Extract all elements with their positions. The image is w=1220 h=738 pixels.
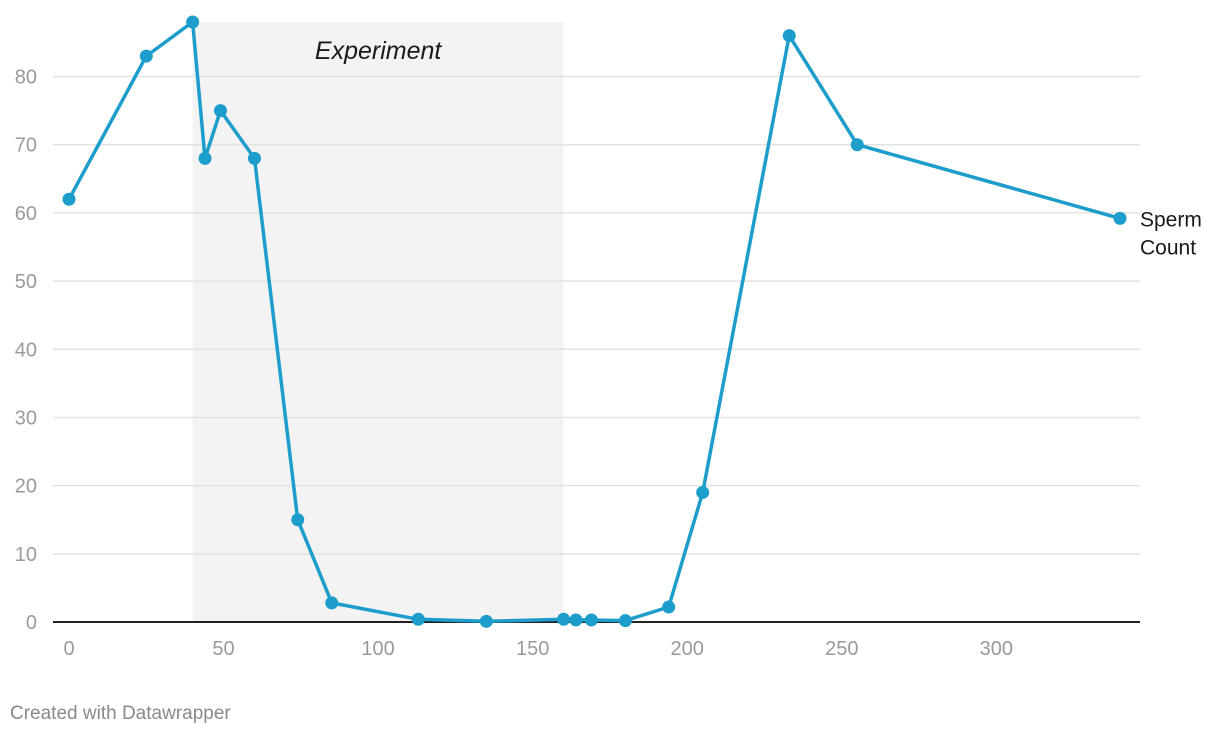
experiment-band-label: Experiment <box>315 37 442 65</box>
y-tick-label: 20 <box>15 476 37 498</box>
data-point <box>247 151 261 165</box>
data-point <box>139 49 153 63</box>
y-tick-label: 50 <box>15 271 37 293</box>
y-tick-label: 70 <box>15 135 37 157</box>
chart-labels: Experiment 0 10 20 30 40 50 60 70 80 0 50 100 150 200 2… <box>15 37 1202 660</box>
experiment-band-layer <box>192 22 564 622</box>
series-label: Sperm Count <box>1140 208 1202 259</box>
y-tick-label: 40 <box>15 339 37 361</box>
data-point <box>411 612 425 626</box>
x-tick-label: 50 <box>212 638 234 660</box>
data-point <box>782 29 796 43</box>
x-tick-label: 100 <box>361 638 394 660</box>
data-point <box>62 192 76 206</box>
data-point <box>479 614 493 628</box>
data-point <box>198 151 212 165</box>
data-point <box>186 15 200 29</box>
series-label-line: Sperm <box>1140 208 1202 231</box>
footer-credit: Created with Datawrapper <box>10 703 231 724</box>
y-tick-label: 0 <box>26 612 37 634</box>
experiment-band <box>192 22 564 622</box>
data-point <box>557 612 571 626</box>
gridlines <box>53 75 1140 555</box>
data-point <box>291 513 305 527</box>
series-points <box>62 15 1127 628</box>
data-point <box>662 600 676 614</box>
x-tick-label: 250 <box>825 638 858 660</box>
y-tick-label: 30 <box>15 407 37 429</box>
data-point <box>584 613 598 627</box>
data-point <box>850 138 864 152</box>
data-point <box>569 613 583 627</box>
x-tick-label: 300 <box>980 638 1013 660</box>
y-tick-label: 80 <box>15 67 37 89</box>
x-tick-label: 0 <box>63 638 74 660</box>
y-tick-label: 10 <box>15 544 37 566</box>
x-tick-label: 150 <box>516 638 549 660</box>
y-tick-label: 60 <box>15 203 37 225</box>
x-tick-label: 200 <box>671 638 704 660</box>
data-point <box>325 596 339 610</box>
data-point <box>618 614 632 628</box>
data-point <box>696 485 710 499</box>
data-point <box>213 104 227 118</box>
series-label-line: Count <box>1140 236 1196 259</box>
data-point <box>1113 211 1127 225</box>
